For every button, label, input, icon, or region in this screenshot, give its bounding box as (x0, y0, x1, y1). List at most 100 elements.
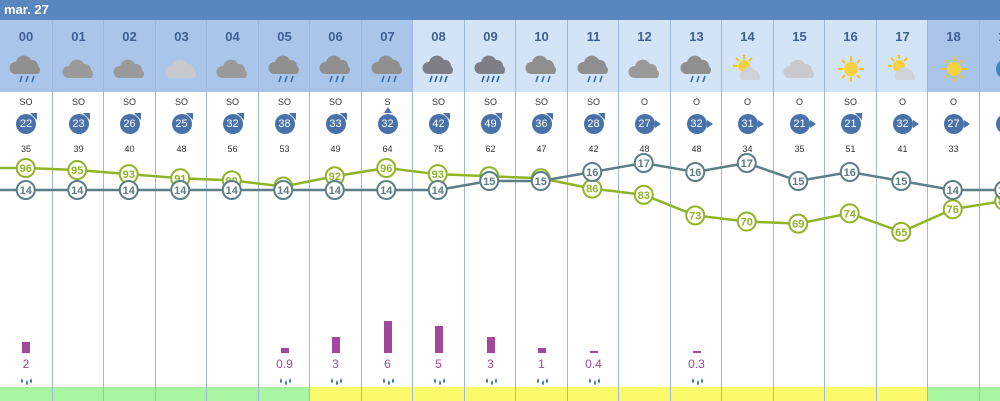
temperature-marker: 14 (942, 180, 963, 200)
wind-direction: SO (328, 97, 342, 107)
ground-condition-strip (362, 387, 413, 401)
hour-label: 03 (174, 29, 189, 44)
wind-gust: 48 (176, 144, 187, 154)
svg-text:17: 17 (741, 158, 753, 170)
wind-gust: 35 (794, 144, 805, 154)
wind-arrow-icon (654, 120, 661, 128)
ground-condition-strip (259, 387, 310, 401)
svg-text:14: 14 (329, 185, 342, 197)
hour-header (207, 20, 258, 92)
precip-value: 1 (538, 357, 545, 371)
temperature-marker: 16 (839, 162, 860, 182)
svg-text:16: 16 (844, 167, 856, 179)
temperature-marker: 15 (530, 171, 551, 191)
wind-gust: 41 (897, 144, 908, 154)
hour-column-17: 17 O 32 41 (876, 20, 928, 401)
hour-column-08: 08 SO 42 75 5 (412, 20, 464, 401)
wind-direction: SO (225, 97, 239, 107)
temperature-marker: 14 (170, 180, 191, 200)
precip-bar (692, 351, 701, 353)
svg-text:14: 14 (174, 185, 187, 197)
wind-gust: 62 (485, 144, 496, 154)
precip-bar (331, 337, 340, 353)
hour-column-01: 01 SO 23 39 (52, 20, 104, 401)
cloud-icon (61, 54, 97, 84)
hour-label: 05 (277, 29, 292, 44)
hour-column-02: 02 SO 26 40 (103, 20, 155, 401)
temperature-marker: 16 (582, 162, 603, 182)
hour-column-04: 04 SO 32 56 (206, 20, 258, 401)
wind-direction: SO (277, 97, 291, 107)
temperature-marker: 15 (891, 171, 912, 191)
svg-text:14: 14 (380, 185, 393, 197)
hour-label: 02 (122, 29, 137, 44)
svg-text:96: 96 (20, 163, 32, 175)
wind-arrow-icon (82, 113, 90, 120)
ground-condition-strip (104, 387, 155, 401)
svg-text:93: 93 (123, 169, 135, 181)
hour-column-12: 12 O 27 48 (618, 20, 670, 401)
wind-direction: SO (19, 97, 33, 107)
svg-text:80: 80 (998, 196, 1000, 208)
hour-label: 14 (740, 29, 755, 44)
wind-direction: SO (122, 97, 136, 107)
wind-speed-badge: 2 (995, 114, 1000, 134)
humidity-marker: 95 (67, 160, 88, 181)
precip-bar (383, 321, 392, 353)
ground-condition-strip (980, 387, 1000, 401)
hour-column-10: 10 SO 36 47 1 (515, 20, 567, 401)
day-label: mar. 27 (4, 2, 49, 17)
humidity-marker: 93 (118, 164, 139, 185)
svg-text:16: 16 (586, 167, 598, 179)
hour-column-15: 15 O 21 35 (773, 20, 825, 401)
svg-text:69: 69 (792, 219, 804, 231)
temperature-marker: 17 (633, 153, 654, 173)
hour-header (619, 20, 670, 92)
ground-condition-strip (413, 387, 464, 401)
ground-condition-strip (0, 387, 52, 401)
humidity-marker: 86 (582, 178, 603, 199)
wind-gust: 51 (845, 144, 856, 154)
humidity-marker: 96 (376, 158, 397, 178)
svg-text:14: 14 (20, 185, 33, 197)
hour-label: 07 (380, 29, 395, 44)
wind-direction: SO (431, 97, 445, 107)
svg-text:16: 16 (689, 167, 701, 179)
humidity-marker: 70 (736, 211, 757, 232)
precip-value: 2 (22, 357, 30, 371)
svg-text:14: 14 (71, 185, 84, 197)
cloud-icon (215, 54, 251, 84)
precip-bar (589, 351, 598, 353)
wind-arrow-icon (757, 120, 764, 128)
wind-speed-badge: 27 (634, 114, 655, 134)
ground-condition-strip (207, 387, 258, 401)
hour-label: 06 (328, 29, 343, 44)
hour-label: 01 (71, 29, 86, 44)
ground-condition-strip (516, 387, 567, 401)
wind-gust: 35 (20, 144, 31, 154)
wind-direction: O (898, 97, 906, 107)
svg-text:15: 15 (483, 176, 495, 188)
precip-bar (22, 342, 30, 353)
precip-bar (486, 337, 495, 353)
cloud-icon (112, 54, 148, 84)
temperature-marker: 17 (736, 153, 757, 173)
svg-text:17: 17 (638, 158, 650, 170)
wind-speed-badge: 31 (737, 114, 758, 134)
temperature-marker: 16 (685, 162, 706, 182)
svg-text:96: 96 (380, 163, 392, 175)
hour-label: 18 (946, 29, 961, 44)
temperature-marker: 15 (788, 171, 809, 191)
hour-label: 13 (689, 29, 704, 44)
svg-text:14: 14 (432, 185, 445, 197)
wind-gust: 42 (588, 144, 599, 154)
wind-gust: 56 (227, 144, 238, 154)
hour-header (774, 20, 825, 92)
wind-arrow-icon (383, 107, 392, 113)
rain-drops-icon (329, 374, 343, 385)
hour-column-07: 07 S 32 64 6 (361, 20, 413, 401)
hour-label: 11 (586, 29, 601, 44)
rain-cloud-icon (524, 54, 560, 84)
wind-direction: O (692, 97, 700, 107)
wind-speed-badge: 27 (943, 114, 964, 134)
